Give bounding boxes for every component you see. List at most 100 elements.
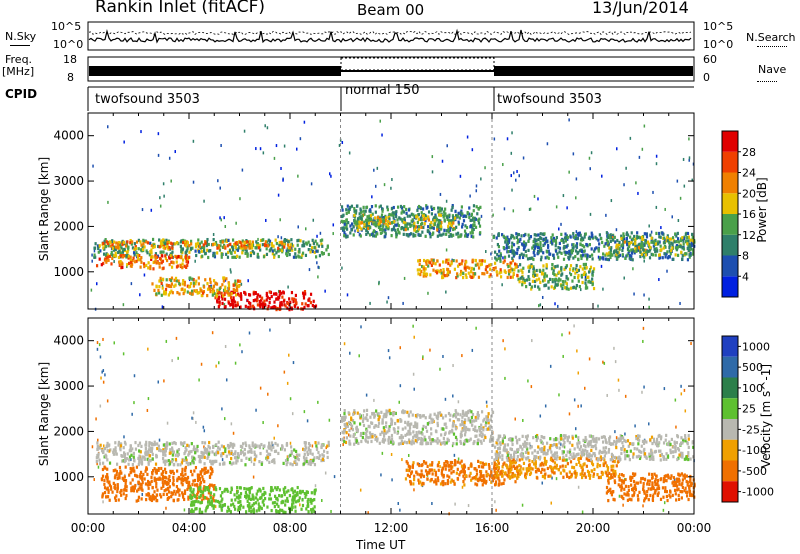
echo-cell	[636, 231, 639, 235]
echo-cell	[528, 264, 531, 268]
echo-cell	[235, 455, 238, 459]
echo-cell	[215, 282, 219, 286]
echo-cell	[164, 256, 167, 261]
echo-cell	[574, 234, 578, 238]
echo-cell	[464, 234, 467, 238]
echo-cell	[294, 509, 297, 513]
echo-cell	[441, 427, 444, 431]
echo-cell	[277, 504, 280, 509]
echo-cell	[183, 489, 187, 493]
echo-cell	[468, 428, 471, 432]
echo-cell	[455, 259, 458, 263]
echo-cell	[557, 279, 560, 283]
echo-speckle	[93, 249, 96, 253]
echo-cell	[197, 238, 200, 242]
echo-cell	[538, 287, 541, 291]
echo-cell	[116, 483, 119, 487]
echo-cell	[430, 258, 433, 262]
echo-cell	[298, 496, 301, 500]
echo-cell	[518, 280, 521, 284]
echo-cell	[160, 293, 163, 297]
echo-speckle	[643, 385, 645, 389]
echo-cell	[625, 239, 628, 243]
echo-cell	[692, 239, 695, 243]
echo-cell	[117, 243, 120, 247]
echo-cell	[645, 235, 649, 239]
echo-cell	[471, 231, 474, 235]
echo-cell	[309, 497, 312, 502]
echo-cell	[220, 454, 223, 458]
echo-cell	[246, 254, 249, 258]
echo-cell	[454, 209, 457, 213]
echo-cell	[200, 500, 203, 505]
echo-cell	[470, 212, 474, 216]
echo-cell	[280, 303, 283, 307]
echo-cell	[630, 255, 633, 259]
echo-cell	[187, 444, 190, 448]
echo-cell	[410, 212, 413, 216]
echo-cell	[175, 260, 178, 264]
echo-cell	[220, 294, 223, 299]
echo-cell	[298, 247, 301, 252]
echo-cell	[529, 235, 533, 239]
echo-cell	[172, 499, 175, 503]
echo-cell	[256, 297, 259, 301]
echo-cell	[231, 255, 234, 259]
echo-cell	[650, 252, 653, 256]
echo-cell	[98, 257, 101, 261]
echo-cell	[229, 303, 232, 307]
echo-cell	[280, 248, 283, 253]
echo-cell	[198, 495, 201, 499]
echo-cell	[665, 239, 668, 243]
echo-cell	[352, 225, 355, 229]
echo-cell	[671, 243, 674, 248]
echo-cell	[205, 496, 208, 500]
echo-cell	[117, 441, 121, 446]
echo-cell	[446, 478, 450, 483]
echo-cell	[550, 285, 553, 289]
echo-cell	[438, 229, 441, 234]
echo-cell	[207, 242, 210, 247]
echo-cell	[570, 250, 573, 254]
echo-speckle	[527, 379, 529, 383]
echo-cell	[245, 443, 248, 448]
echo-cell	[668, 238, 671, 242]
echo-cell	[123, 487, 126, 492]
echo-cell	[255, 454, 258, 458]
echo-cell	[186, 247, 189, 251]
echo-cell	[364, 439, 368, 443]
echo-cell	[469, 225, 472, 229]
echo-cell	[521, 255, 525, 260]
echo-speckle	[581, 510, 584, 514]
echo-cell	[170, 278, 173, 283]
echo-cell	[689, 244, 692, 248]
echo-speckle	[225, 378, 228, 382]
echo-cell	[404, 433, 407, 438]
echo-cell	[293, 494, 296, 498]
echo-cell	[134, 447, 138, 451]
echo-cell	[572, 286, 575, 290]
echo-cell	[105, 240, 108, 244]
echo-cell	[415, 230, 418, 234]
echo-speckle	[643, 124, 646, 128]
echo-cell	[188, 291, 192, 295]
echo-cell	[159, 477, 162, 481]
echo-cell	[592, 286, 596, 291]
echo-cell	[216, 251, 219, 255]
echo-cell	[137, 462, 140, 467]
echo-speckle	[572, 152, 575, 156]
echo-cell	[545, 266, 548, 270]
echo-cell	[166, 497, 169, 502]
echo-cell	[512, 271, 515, 276]
echo-cell	[302, 240, 305, 244]
echo-cell	[420, 225, 423, 229]
echo-cell	[283, 240, 286, 244]
echo-cell	[118, 472, 121, 476]
echo-cell	[249, 505, 252, 509]
echo-cell	[164, 254, 167, 258]
echo-cell	[527, 269, 531, 273]
echo-cell	[149, 497, 152, 502]
echo-cell	[489, 436, 493, 440]
echo-speckle	[297, 174, 299, 178]
echo-cell	[157, 467, 160, 471]
